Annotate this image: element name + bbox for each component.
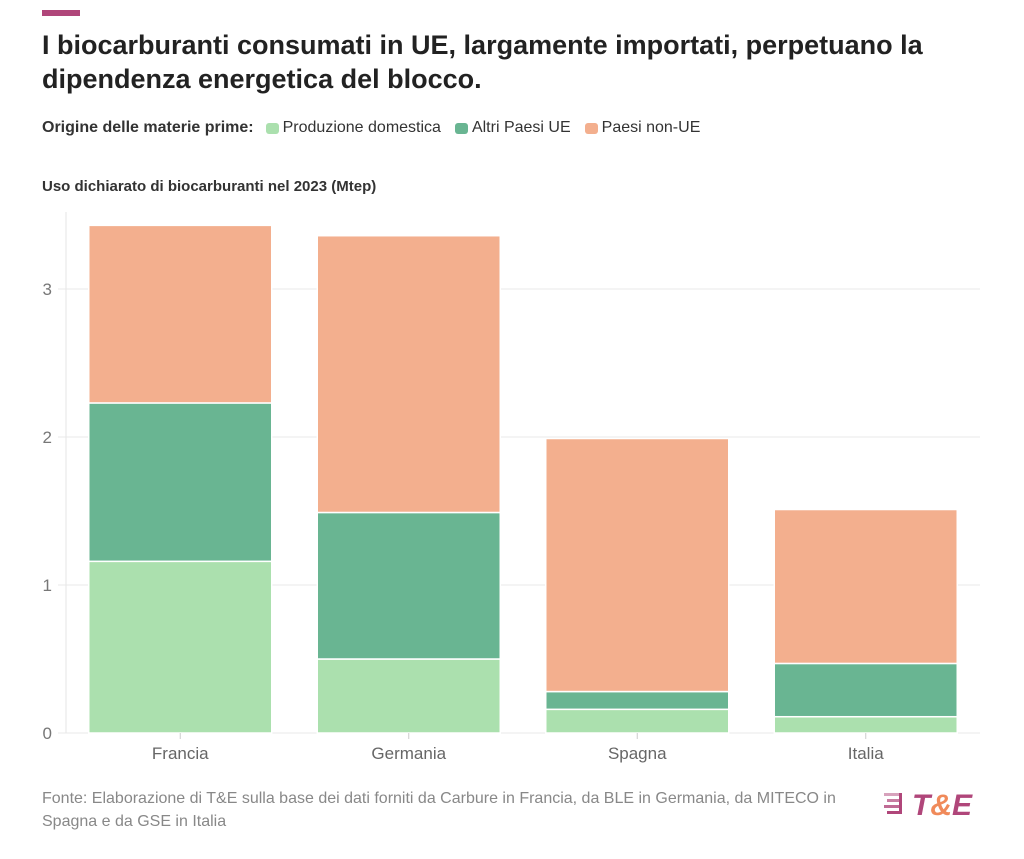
accent-bar bbox=[42, 10, 80, 16]
y-tick-label: 3 bbox=[43, 280, 52, 299]
x-tick-label: Italia bbox=[848, 744, 884, 763]
legend: Origine delle materie prime: Produzione … bbox=[42, 119, 708, 137]
x-tick-label: Spagna bbox=[608, 744, 667, 763]
bar-francia-1 bbox=[88, 402, 273, 563]
bar-italia-2 bbox=[773, 508, 958, 665]
svg-text:T&E: T&E bbox=[912, 789, 973, 822]
bar-germania-2 bbox=[316, 234, 501, 514]
bar-italia-0 bbox=[773, 715, 958, 734]
source-note: Fonte: Elaborazione di T&E sulla base de… bbox=[42, 790, 836, 830]
bar-germania-0 bbox=[316, 658, 501, 734]
chart-title: I biocarburanti consumati in UE, largame… bbox=[42, 30, 923, 94]
legend-item-non-eu: Paesi non-UE bbox=[584, 119, 700, 137]
x-tick-label: Francia bbox=[152, 744, 209, 763]
y-tick-label: 1 bbox=[43, 576, 52, 595]
te-logo: T&E bbox=[884, 789, 973, 822]
x-tick-label: Germania bbox=[371, 744, 446, 763]
bar-spagna-1 bbox=[545, 690, 730, 711]
y-tick-label: 0 bbox=[43, 724, 52, 743]
bar-francia-0 bbox=[88, 560, 273, 734]
bar-chart: 0 1 2 3 Francia Germania Spagna Italia bbox=[43, 212, 980, 763]
legend-item-domestic: Produzione domestica bbox=[265, 119, 441, 137]
bar-germania-1 bbox=[316, 511, 501, 660]
bar-italia-1 bbox=[773, 662, 958, 718]
y-tick-label: 2 bbox=[43, 428, 52, 447]
bar-spagna-2 bbox=[545, 437, 730, 693]
legend-item-eu: Altri Paesi UE bbox=[454, 119, 571, 137]
bar-francia-2 bbox=[88, 224, 273, 404]
chart-subtitle: Uso dichiarato di biocarburanti nel 2023… bbox=[42, 178, 377, 195]
bar-spagna-0 bbox=[545, 708, 730, 734]
legend-title: Origine delle materie prime: bbox=[42, 119, 254, 136]
